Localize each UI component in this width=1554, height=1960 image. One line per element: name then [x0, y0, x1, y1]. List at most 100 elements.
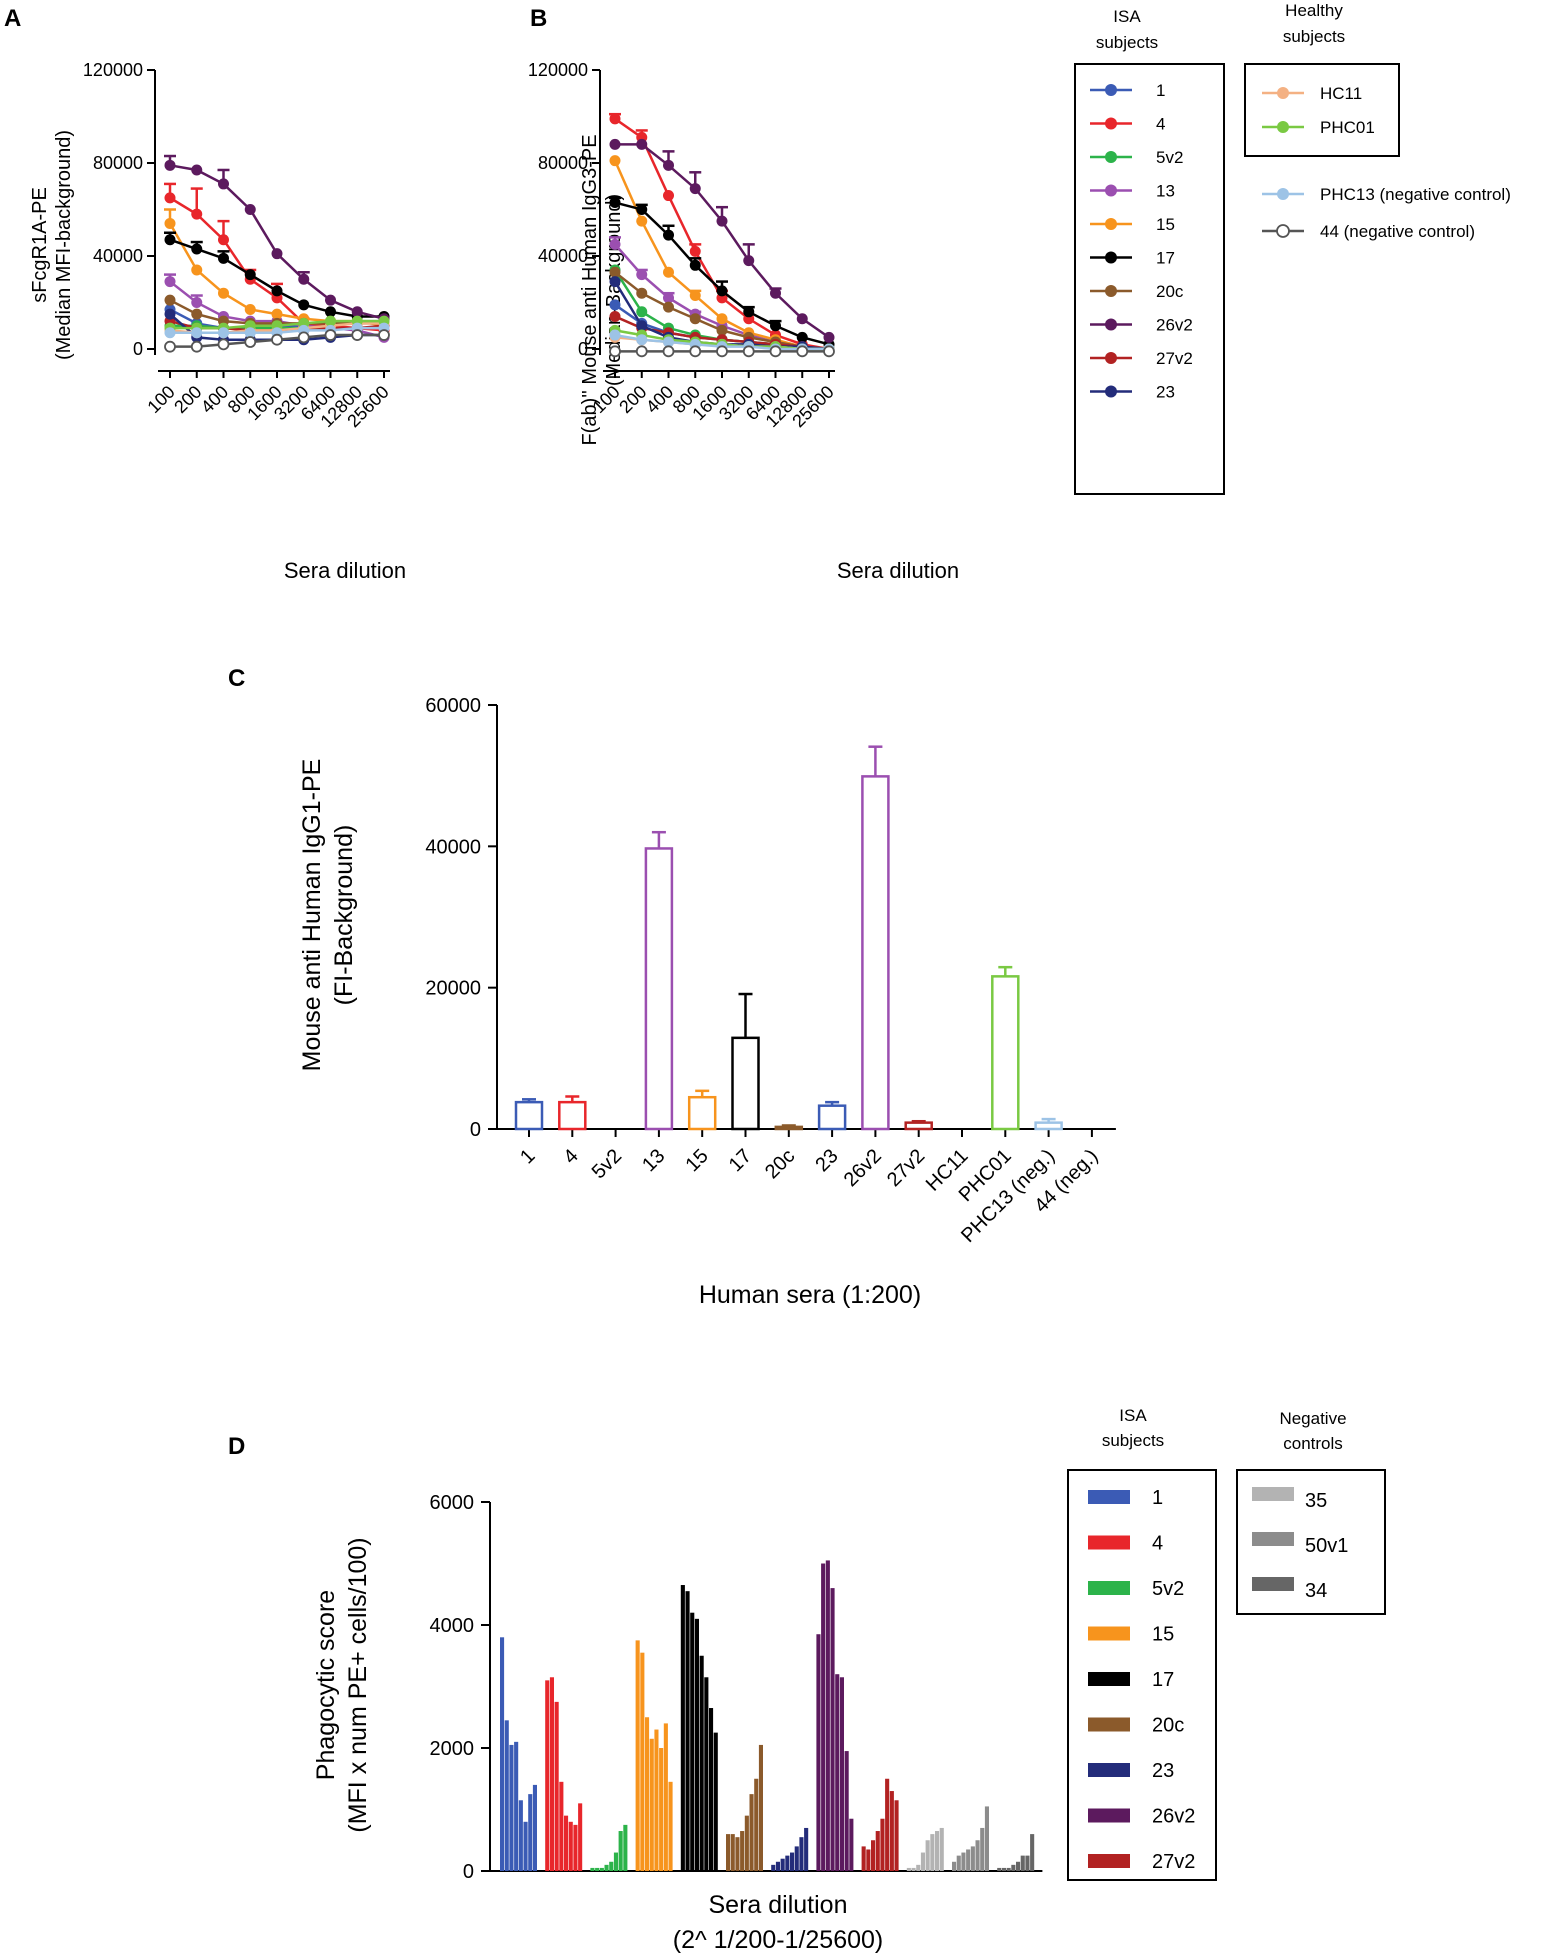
panel-a-ytick-label: 0	[133, 339, 143, 359]
panel-b-point-26v2	[796, 313, 808, 325]
panel-d-bar-26v2	[825, 1560, 830, 1871]
panel-d-xlabel: Sera dilution	[709, 1891, 848, 1919]
legend-d-isa-swatch	[1088, 1808, 1130, 1823]
legend-d-isa-label: 23	[1152, 1760, 1174, 1782]
legend-ab-isa-label: 27v2	[1156, 349, 1193, 368]
panel-d-bar-35	[925, 1840, 930, 1871]
panel-d-bar-1	[514, 1741, 519, 1871]
panel-d-bar-50v1	[966, 1849, 971, 1871]
panel-d-bar-34	[997, 1867, 1002, 1871]
panel-d-bar-5v2	[590, 1867, 595, 1871]
panel-b-point-26v2	[770, 287, 781, 299]
panel-c-bar-4	[558, 1100, 587, 1131]
panel-a-point-26v2	[298, 273, 310, 285]
panel-d-bar-5v2	[613, 1852, 618, 1871]
panel-d-bar-4	[573, 1824, 578, 1871]
panel-c-xtick-label: 23	[811, 1145, 842, 1176]
panel-label-a: A	[4, 5, 21, 32]
panel-c-bar-1	[514, 1100, 544, 1131]
panel-b-point-17	[689, 259, 701, 271]
panel-a-point-20c	[164, 294, 176, 306]
panel-b-point-15	[689, 290, 701, 302]
panel-b-point-26v2	[743, 255, 755, 267]
panel-d-bar-15	[645, 1717, 650, 1871]
panel-d-ytick-label: 6000	[430, 1492, 475, 1514]
legend-d-isa-label: 4	[1152, 1533, 1163, 1555]
panel-d-bar-17	[680, 1585, 685, 1871]
panel-d-bar-4	[545, 1680, 550, 1871]
panel-c-xtick-label: 17	[725, 1145, 756, 1176]
legend-d-isa-swatch	[1088, 1763, 1130, 1777]
panel-c-ytick-label: 40000	[425, 836, 481, 858]
panel-d-bar-15	[635, 1640, 640, 1871]
panel-b-point-44	[796, 345, 809, 358]
panel-a-point-26v2	[244, 204, 256, 215]
panel-c-ytick-label: 0	[470, 1119, 481, 1141]
legend-ab-isa-title-1: ISA	[1113, 7, 1141, 26]
legend-d-isa-swatch	[1088, 1672, 1130, 1686]
panel-d-bar-50v1	[961, 1852, 966, 1871]
panel-b-point-PHC13	[609, 329, 621, 341]
panel-a-point-26v2	[164, 159, 176, 171]
panel-c-xtick-label: 1	[516, 1145, 539, 1168]
legend-d-isa-title-2: subjects	[1102, 1431, 1164, 1450]
panel-c-ylabel-2: (FI-Background)	[330, 825, 358, 1006]
panel-b-series-line-26v2	[615, 143, 830, 339]
panel-d-bar-23	[790, 1852, 795, 1871]
panel-a-point-26v2	[351, 306, 363, 318]
legend-d-isa-label: 27v2	[1152, 1851, 1195, 1873]
panel-a-point-17	[164, 234, 176, 246]
panel-d-bar-26v2	[821, 1563, 826, 1871]
panel-a-point-44	[378, 329, 390, 341]
panel-d-bar-35	[916, 1864, 921, 1871]
panel-a-point-44	[190, 340, 203, 353]
panel-d-bar-15	[649, 1738, 654, 1871]
panel-a-point-13	[164, 276, 176, 288]
panel-d-bar-50v1	[984, 1806, 989, 1871]
panel-b-point-17	[636, 204, 648, 215]
panel-c-bar-13	[644, 847, 674, 1131]
legend-d-neg-label: 34	[1305, 1580, 1327, 1602]
legend-d-isa-label: 20c	[1152, 1715, 1184, 1737]
panel-c-bar-26v2	[861, 775, 890, 1131]
legend-ab: ISA subjects Healthy subjects 1 4 5v2 13 15 1…	[1074, 1, 1511, 495]
panel-b-point-17	[743, 306, 755, 318]
panel-a-point-PHC13	[164, 327, 176, 339]
panel-b-point-17	[663, 229, 674, 241]
legend-ab-isa-label: 15	[1156, 215, 1175, 234]
panel-d-bar-23	[771, 1864, 776, 1871]
legend-d-isa-swatch	[1088, 1490, 1130, 1504]
panel-d-bar-4	[568, 1821, 573, 1871]
panel-d-bar-50v1	[970, 1846, 975, 1871]
legend-ab-isa-marker	[1105, 151, 1117, 163]
legend-d-neg-box	[1236, 1469, 1386, 1615]
panel-d-bar-26v2	[830, 1588, 835, 1871]
panel-d-bar-35	[930, 1834, 935, 1871]
panel-d-bar-23	[775, 1861, 780, 1871]
panel-c-xtick-label: 20c	[761, 1145, 799, 1183]
panel-a-point-44	[244, 336, 257, 348]
panel-d-bar-17	[704, 1677, 709, 1871]
legend-d-isa-box	[1067, 1469, 1217, 1881]
panel-b-point-17	[609, 197, 621, 209]
panel-d-bar-1	[532, 1784, 537, 1871]
panel-d-bar-35	[906, 1867, 911, 1871]
panel-d-bar-50v1	[980, 1827, 985, 1871]
panel-a-ytick-label: 120000	[83, 60, 143, 80]
panel-a-point-17	[298, 299, 310, 311]
panel-d-bar-1	[509, 1744, 514, 1871]
panel-d-bar-20c	[740, 1831, 745, 1871]
panel-a-point-44	[217, 338, 230, 351]
panel-b-point-15	[636, 215, 648, 227]
panel-c-xtick-label: 15	[681, 1145, 712, 1176]
legend-ab-isa-label: 20c	[1156, 282, 1184, 301]
legend-ab-neg-marker	[1276, 224, 1290, 238]
panel-a-point-17	[218, 252, 229, 264]
panel-b-point-44	[609, 345, 621, 358]
legend-ab-isa-title-2: subjects	[1096, 33, 1158, 52]
panel-c-ylabel: Mouse anti Human IgG1-PE	[298, 759, 326, 1072]
panel-d-bar-50v1	[952, 1861, 957, 1871]
panel-d-bar-5v2	[595, 1867, 600, 1871]
panel-b-point-27v2	[609, 310, 621, 322]
legend-d-neg-label: 50v1	[1305, 1535, 1348, 1557]
